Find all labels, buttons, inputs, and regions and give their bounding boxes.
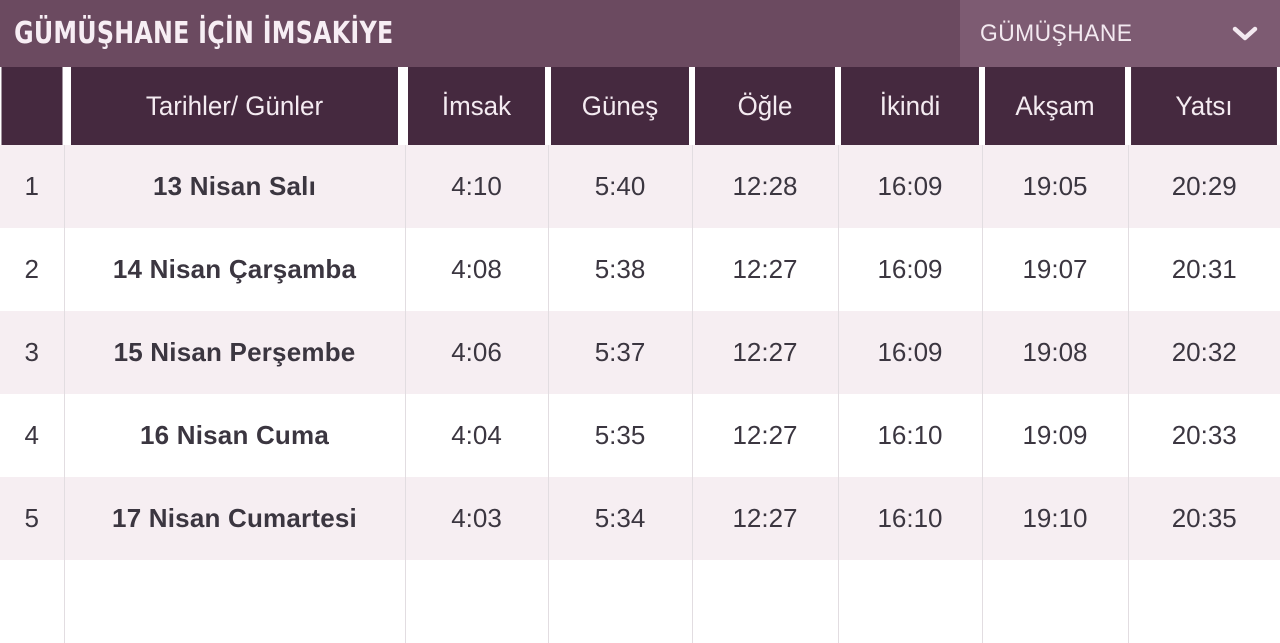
- row-ogle-time: 12:27: [692, 311, 839, 394]
- row-cell-partial: [0, 560, 65, 643]
- page-header-bar: GÜMÜŞHANE İÇİN İMSAKİYE GÜMÜŞHANE: [0, 0, 1280, 67]
- column-header-gunes: Güneş: [550, 67, 690, 145]
- row-gunes-time: 5:34: [548, 477, 693, 560]
- row-cell-partial: [64, 560, 406, 643]
- row-imsak-time: 4:03: [405, 477, 549, 560]
- row-cell-partial: [548, 560, 693, 643]
- column-header-index: [1, 67, 63, 145]
- row-imsak-time: 4:08: [405, 228, 549, 311]
- row-index: 5: [0, 477, 65, 560]
- row-ikindi-time: 16:10: [838, 477, 983, 560]
- row-gunes-time: 5:40: [548, 145, 693, 228]
- row-gunes-time: 5:35: [548, 394, 693, 477]
- city-select-value: GÜMÜŞHANE: [980, 19, 1133, 47]
- row-ikindi-time: 16:10: [838, 394, 983, 477]
- row-imsak-time: 4:06: [405, 311, 549, 394]
- table-row: 4 16 Nisan Cuma 4:04 5:35 12:27 16:10 19…: [0, 394, 1280, 477]
- table-row: 2 14 Nisan Çarşamba 4:08 5:38 12:27 16:0…: [0, 228, 1280, 311]
- column-header-ogle: Öğle: [694, 67, 836, 145]
- row-aksam-time: 19:10: [982, 477, 1129, 560]
- table-header: Tarihler/ Günler İmsak Güneş Öğle İkindi…: [0, 67, 1280, 145]
- table-row-partial: [0, 560, 1280, 643]
- city-select-dropdown[interactable]: GÜMÜŞHANE: [960, 0, 1280, 67]
- table-row: 1 13 Nisan Salı 4:10 5:40 12:28 16:09 19…: [0, 145, 1280, 228]
- column-header-imsak: İmsak: [407, 67, 546, 145]
- row-yatsi-time: 20:35: [1128, 477, 1280, 560]
- row-ogle-time: 12:28: [692, 145, 839, 228]
- row-ikindi-time: 16:09: [838, 311, 983, 394]
- column-header-yatsi: Yatsı: [1131, 67, 1277, 145]
- row-date: 16 Nisan Cuma: [64, 394, 406, 477]
- row-aksam-time: 19:08: [982, 311, 1129, 394]
- row-cell-partial: [405, 560, 549, 643]
- table-row: 5 17 Nisan Cumartesi 4:03 5:34 12:27 16:…: [0, 477, 1280, 560]
- row-ikindi-time: 16:09: [838, 145, 983, 228]
- row-index: 1: [0, 145, 65, 228]
- row-imsak-time: 4:04: [405, 394, 549, 477]
- row-gunes-time: 5:38: [548, 228, 693, 311]
- row-ikindi-time: 16:09: [838, 228, 983, 311]
- row-gunes-time: 5:37: [548, 311, 693, 394]
- row-yatsi-time: 20:29: [1128, 145, 1280, 228]
- row-aksam-time: 19:07: [982, 228, 1129, 311]
- row-cell-partial: [838, 560, 983, 643]
- row-ogle-time: 12:27: [692, 228, 839, 311]
- column-header-ikindi: İkindi: [840, 67, 980, 145]
- column-header-dates: Tarihler/ Günler: [70, 67, 399, 145]
- row-date: 13 Nisan Salı: [64, 145, 406, 228]
- row-yatsi-time: 20:31: [1128, 228, 1280, 311]
- table-body: 1 13 Nisan Salı 4:10 5:40 12:28 16:09 19…: [0, 145, 1280, 643]
- row-cell-partial: [982, 560, 1129, 643]
- row-yatsi-time: 20:32: [1128, 311, 1280, 394]
- page-title: GÜMÜŞHANE İÇİN İMSAKİYE: [14, 16, 394, 51]
- row-index: 2: [0, 228, 65, 311]
- chevron-down-icon: [1232, 26, 1258, 40]
- row-index: 3: [0, 311, 65, 394]
- table-row: 3 15 Nisan Perşembe 4:06 5:37 12:27 16:0…: [0, 311, 1280, 394]
- row-index: 4: [0, 394, 65, 477]
- column-header-aksam: Akşam: [984, 67, 1126, 145]
- row-aksam-time: 19:05: [982, 145, 1129, 228]
- row-ogle-time: 12:27: [692, 394, 839, 477]
- row-cell-partial: [1128, 560, 1280, 643]
- row-yatsi-time: 20:33: [1128, 394, 1280, 477]
- row-aksam-time: 19:09: [982, 394, 1129, 477]
- row-date: 15 Nisan Perşembe: [64, 311, 406, 394]
- table-header-row: Tarihler/ Günler İmsak Güneş Öğle İkindi…: [0, 67, 1280, 145]
- row-date: 17 Nisan Cumartesi: [64, 477, 406, 560]
- row-date: 14 Nisan Çarşamba: [64, 228, 406, 311]
- prayer-times-table: Tarihler/ Günler İmsak Güneş Öğle İkindi…: [0, 67, 1280, 643]
- row-cell-partial: [692, 560, 839, 643]
- row-imsak-time: 4:10: [405, 145, 549, 228]
- row-ogle-time: 12:27: [692, 477, 839, 560]
